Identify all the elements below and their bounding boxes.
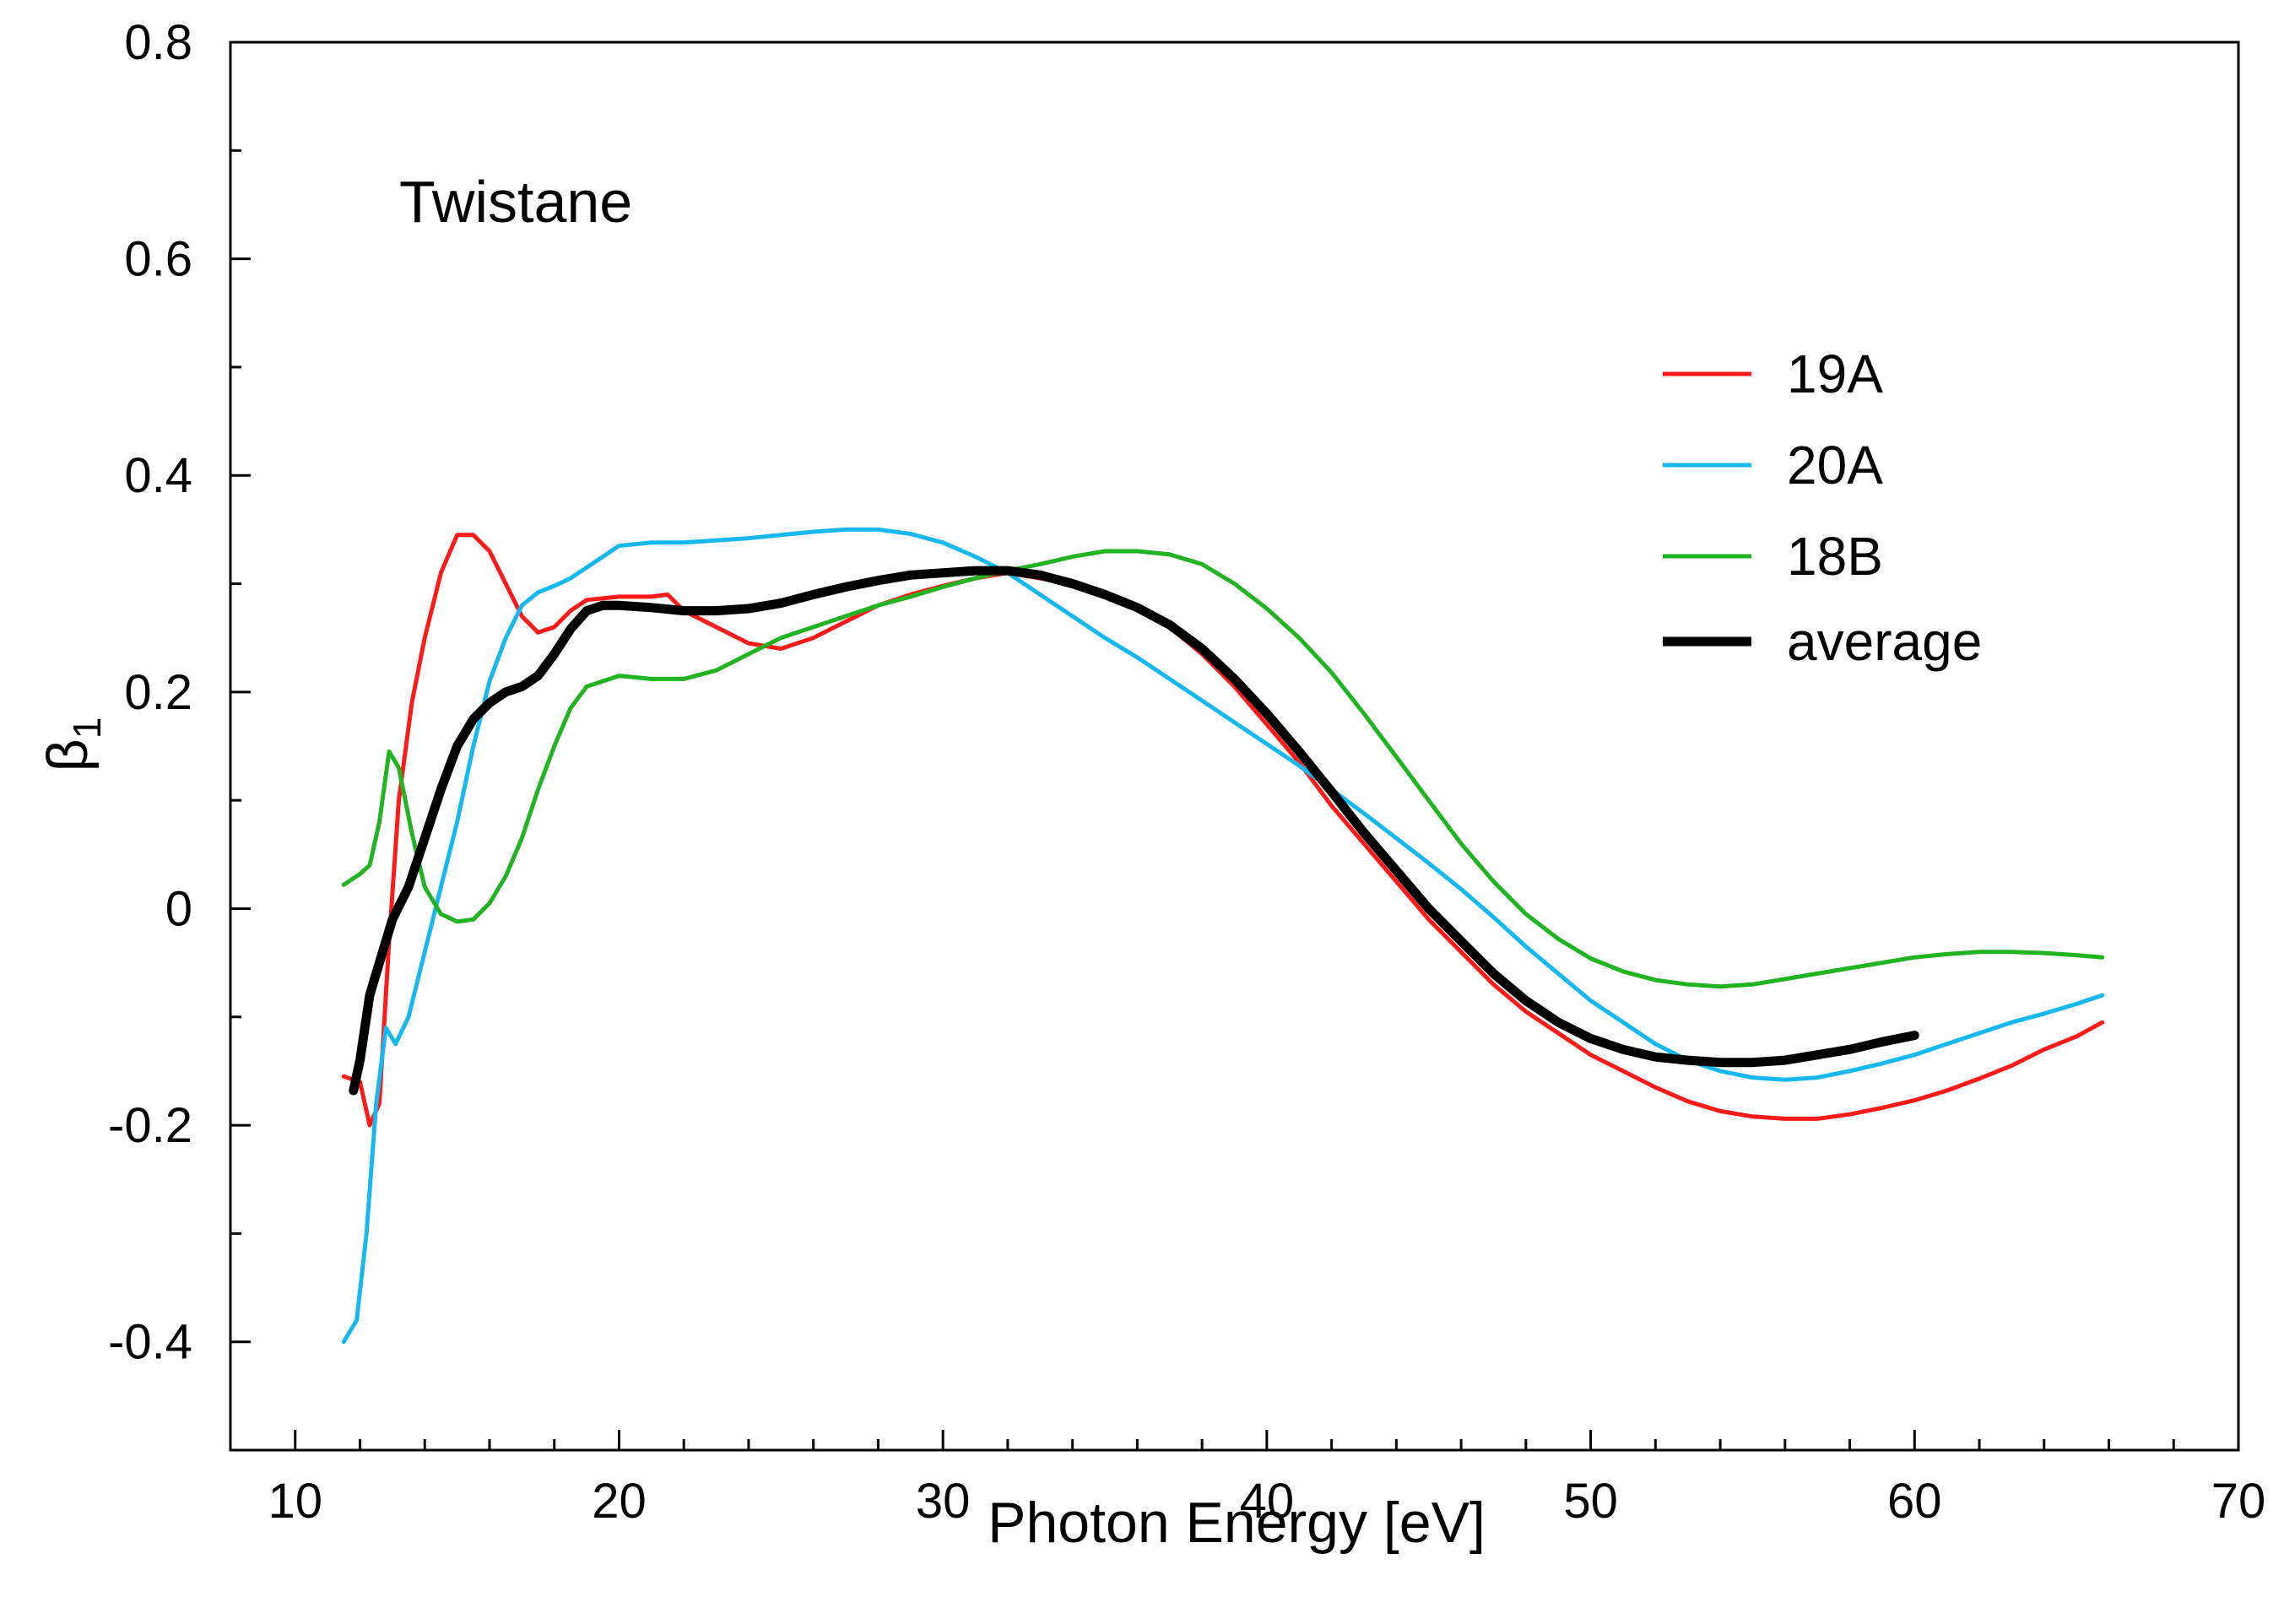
tick-label-group: 10 20 30 40 50 60 70 -0.4 -0.2 0 0.2 0.4 0.6 0.8 [108,15,2265,1529]
x-tick-label: 20 [592,1474,647,1529]
y-tick-label: 0.6 [124,232,192,287]
y-tick-label: 0.8 [124,15,192,70]
chart-annotation: Twistane [399,169,632,235]
legend-label-19a: 19A [1787,344,1883,404]
x-tick-label: 70 [2211,1474,2266,1529]
tick-group [230,41,2240,1450]
y-tick-label: -0.2 [108,1098,192,1153]
x-tick-label: 50 [1563,1474,1618,1529]
series-line-average [349,566,1919,1096]
y-axis-symbol: β [35,739,100,771]
y-axis-subscript: 1 [65,717,109,739]
legend-label-20a: 20A [1787,435,1883,495]
y-axis-title: β1 [35,717,109,772]
x-tick-label: 60 [1887,1474,1942,1529]
series-line-18b [341,549,2105,989]
x-tick-label: 30 [916,1474,971,1529]
x-tick-label: 10 [268,1474,322,1529]
plot-frame [229,41,2240,1452]
legend-label-average: average [1787,611,1982,672]
series-line-20a [341,527,2105,1345]
legend-label-18b: 18B [1787,526,1883,587]
x-tick-label: 40 [1240,1474,1295,1529]
y-tick-label: 0.2 [124,665,192,720]
y-tick-label: -0.4 [108,1315,192,1370]
x-axis-title: Photon Energy [eV] [988,1491,1486,1555]
series-group [341,527,2105,1345]
y-tick-label: 0 [165,881,192,936]
legend: 19A 20A 18B average [1663,344,1982,672]
y-tick-label: 0.4 [124,448,192,503]
